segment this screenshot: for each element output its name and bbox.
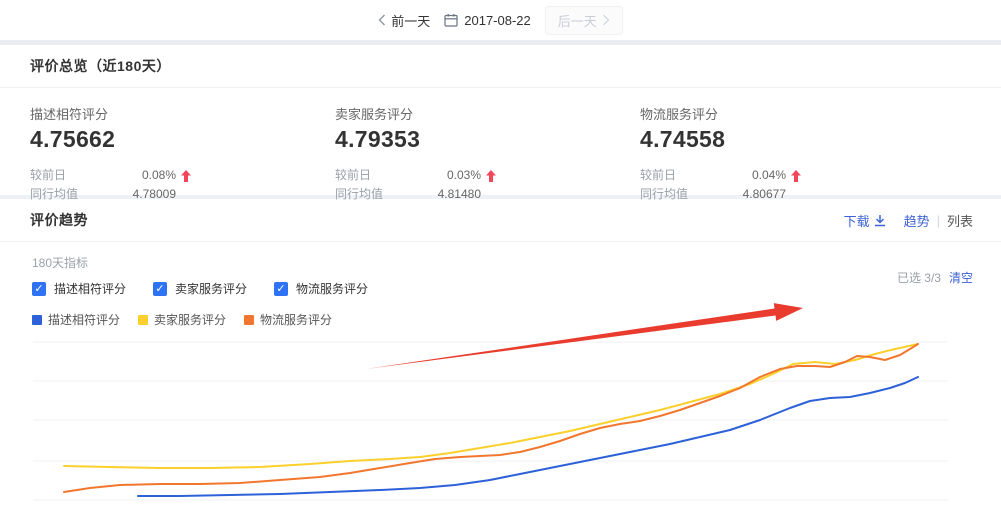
legend-swatch-blue xyxy=(32,314,42,325)
view-switch: 趋势 | 列表 xyxy=(904,211,973,230)
metric-peer-row: 同行均值 4.80677 xyxy=(640,185,945,204)
metric-value: 4.74558 xyxy=(640,126,726,152)
checkbox-seller-service-rating[interactable]: ✓ 卖家服务评分 xyxy=(153,280,274,297)
trend-controls: 180天指标 ✓ 描述相符评分 ✓ 卖家服务评分 ✓ 物流服务评分 已选 3/3… xyxy=(0,242,1001,328)
checkbox-label: 物流服务评分 xyxy=(296,282,369,296)
legend-swatch-orange xyxy=(244,314,255,325)
metric-value: 4.75662 xyxy=(30,126,116,152)
peer-value: 4.81480 xyxy=(437,187,481,201)
chart-legend: 描述相符评分 卖家服务评分 物流服务评分 xyxy=(32,311,973,328)
current-date: 2017-08-22 xyxy=(464,12,531,28)
trend-up-icon xyxy=(791,169,801,182)
metric-value: 4.79353 xyxy=(335,126,421,152)
section-divider xyxy=(0,195,1001,199)
legend-label: 卖家服务评分 xyxy=(154,313,227,327)
metric-compare-row: 较前日 0.03% xyxy=(335,166,640,185)
checkbox-label: 描述相符评分 xyxy=(54,282,127,296)
legend-item-description-rating[interactable]: 描述相符评分 xyxy=(32,311,120,328)
clear-selection-button[interactable]: 清空 xyxy=(948,271,973,285)
metric-peer-row: 同行均值 4.78009 xyxy=(30,185,335,204)
legend-item-seller-service-rating[interactable]: 卖家服务评分 xyxy=(138,311,226,328)
metric-compare-row: 较前日 0.04% xyxy=(640,166,945,185)
compare-value: 0.08% xyxy=(141,168,176,182)
compare-label: 较前日 xyxy=(30,168,67,182)
metric-logistics-rating: 物流服务评分 4.74558 较前日 0.04% 同行均值 4.80677 xyxy=(640,104,945,201)
compare-label: 较前日 xyxy=(335,168,372,182)
compare-label: 较前日 xyxy=(640,168,677,182)
prev-day-label: 前一天 xyxy=(391,13,431,29)
overview-title: 评价总览（近180天） xyxy=(30,58,171,74)
metric-compare-row: 较前日 0.08% xyxy=(30,166,335,185)
trend-line-chart xyxy=(33,303,948,501)
compare-value: 0.03% xyxy=(446,168,481,182)
trend-title: 评价趋势 xyxy=(30,212,88,228)
checkbox-checked-icon: ✓ xyxy=(32,281,46,296)
metric-description-rating: 描述相符评分 4.75662 较前日 0.08% 同行均值 4.78009 xyxy=(30,104,335,201)
rating-overview-card: 评价总览（近180天） 描述相符评分 4.75662 较前日 0.08% 同行均… xyxy=(0,45,1001,201)
compare-value: 0.04% xyxy=(751,168,786,182)
legend-label: 描述相符评分 xyxy=(48,313,121,327)
legend-item-logistics-rating[interactable]: 物流服务评分 xyxy=(244,311,332,328)
checkbox-description-rating[interactable]: ✓ 描述相符评分 xyxy=(32,280,153,297)
period-label: 180天指标 xyxy=(32,256,89,270)
trend-title-row: 评价趋势 下载 趋势 | 列表 xyxy=(0,199,1001,242)
view-switch-divider: | xyxy=(936,212,940,228)
next-day-label: 后一天 xyxy=(557,13,597,29)
peer-label: 同行均值 xyxy=(640,187,689,201)
peer-value: 4.80677 xyxy=(742,187,786,201)
peer-label: 同行均值 xyxy=(30,187,79,201)
metric-label: 描述相符评分 xyxy=(30,107,109,122)
date-picker[interactable]: 2017-08-22 xyxy=(444,13,531,28)
overview-title-row: 评价总览（近180天） xyxy=(0,45,1001,88)
section-divider xyxy=(0,40,1001,45)
peer-label: 同行均值 xyxy=(335,187,384,201)
legend-label: 物流服务评分 xyxy=(260,313,333,327)
checkbox-checked-icon: ✓ xyxy=(153,281,167,296)
prev-day-button[interactable]: 前一天 xyxy=(378,11,430,30)
view-tab-list[interactable]: 列表 xyxy=(946,213,973,229)
metric-seller-service-rating: 卖家服务评分 4.79353 较前日 0.03% 同行均值 4.81480 xyxy=(335,104,640,201)
download-button[interactable]: 下载 xyxy=(844,211,886,230)
calendar-icon xyxy=(444,14,458,27)
download-label: 下载 xyxy=(843,213,870,229)
view-tab-trend[interactable]: 趋势 xyxy=(903,213,930,229)
legend-swatch-yellow xyxy=(138,314,149,325)
metric-label: 物流服务评分 xyxy=(640,107,719,122)
annotation-arrow xyxy=(366,303,803,369)
trend-tools: 下载 趋势 | 列表 xyxy=(844,211,973,230)
indicator-checkbox-row: ✓ 描述相符评分 ✓ 卖家服务评分 ✓ 物流服务评分 已选 3/3 清空 xyxy=(32,271,973,297)
selection-summary: 已选 3/3 清空 xyxy=(897,269,973,286)
chevron-left-icon xyxy=(378,14,386,26)
checkbox-label: 卖家服务评分 xyxy=(175,282,248,296)
chevron-right-icon xyxy=(602,14,610,26)
overview-metrics: 描述相符评分 4.75662 较前日 0.08% 同行均值 4.78009 卖家… xyxy=(0,88,1001,201)
checkbox-checked-icon: ✓ xyxy=(274,281,288,296)
peer-value: 4.78009 xyxy=(132,187,176,201)
trend-up-icon xyxy=(486,169,496,182)
trend-up-icon xyxy=(181,169,191,182)
checkbox-logistics-rating[interactable]: ✓ 物流服务评分 xyxy=(274,280,395,297)
next-day-button[interactable]: 后一天 xyxy=(544,5,623,35)
metric-label: 卖家服务评分 xyxy=(335,107,414,122)
date-navigation-bar: 前一天 2017-08-22 后一天 xyxy=(0,0,1001,40)
selected-count: 已选 3/3 xyxy=(896,271,941,285)
rating-trend-card: 评价趋势 下载 趋势 | 列表 180天指标 xyxy=(0,199,1001,328)
metric-peer-row: 同行均值 4.81480 xyxy=(335,185,640,204)
download-icon xyxy=(874,214,885,226)
